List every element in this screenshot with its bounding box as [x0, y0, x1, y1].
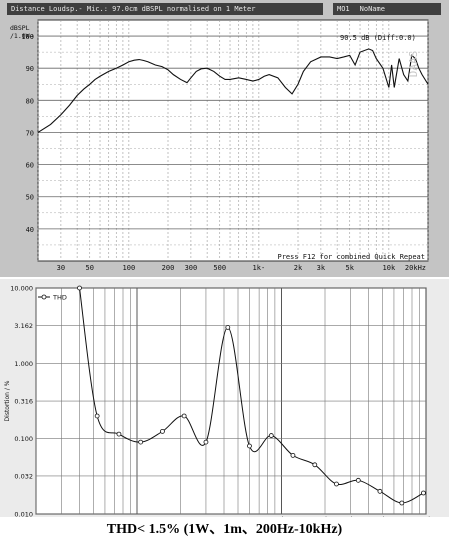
thd-data-point	[181, 413, 187, 419]
thd-data-point	[116, 431, 122, 437]
y-tick-label: 0.316	[14, 398, 33, 406]
x-tick-label: 200	[174, 516, 186, 518]
y-tick-label: 0.100	[14, 435, 33, 443]
y-tick-label: 0.010	[14, 511, 33, 518]
y-tick-label: 100	[21, 33, 34, 41]
caption: THD< 1.5% (1W、1m、200Hz-10kHz)	[106, 522, 343, 537]
window-title: Distance Loudsp.- Mic.: 97.0cm dBSPL nor…	[11, 5, 256, 13]
x-tick-label: 2k	[321, 516, 329, 518]
y-axis-label: Distortion / %	[4, 380, 11, 421]
x-tick-label: 50	[86, 264, 94, 272]
thd-data-point	[247, 443, 252, 449]
thd-chart: 10.000 3.162 1.000 0.316 0.100 0.032 0.01020 30…	[0, 279, 449, 517]
y-tick-label: 90	[26, 65, 34, 73]
file-name-label: NoName	[359, 5, 385, 13]
y-tick-label: 60	[26, 162, 34, 170]
y-tick-label: 3.162	[14, 322, 33, 330]
thd-data-point	[160, 428, 165, 434]
x-tick-label: 30	[57, 516, 65, 518]
plot-area	[37, 19, 429, 262]
x-tick-label: 50	[89, 516, 97, 518]
x-tick-label: 2k	[294, 264, 303, 272]
thd-data-point	[312, 462, 318, 468]
watermark-logo: DAAS	[407, 51, 420, 78]
legend-label: THD	[52, 294, 67, 302]
x-tick-label: 3k	[346, 516, 354, 518]
x-tick-label: 1k	[278, 516, 286, 518]
x-tick-label: 3k	[317, 264, 326, 272]
mo-label: MO1	[337, 5, 350, 13]
x-tick-label: 10k	[420, 516, 432, 518]
x-tick-label: 30	[57, 264, 65, 272]
window-title-bar: Distance Loudsp.- Mic.: 97.0cm dBSPL nor…	[7, 3, 323, 15]
x-tick-label: 200	[162, 264, 175, 272]
thd-data-point	[290, 452, 296, 458]
thd-data-point	[399, 500, 405, 506]
y-tick-label: 80	[26, 97, 34, 105]
x-tick-label: 500	[232, 516, 244, 518]
thd-data-point	[421, 490, 426, 496]
x-tick-label: 100	[131, 516, 143, 518]
x-tick-label: 500	[213, 264, 226, 272]
x-tick-label: 300	[185, 264, 198, 272]
y-tick-label: 50	[26, 194, 34, 202]
response-curve	[37, 48, 429, 133]
x-tick-label: 20	[32, 516, 40, 518]
legend-marker	[41, 294, 47, 300]
y-tick-label: 0.032	[14, 472, 33, 480]
thd-data-point	[94, 413, 100, 419]
x-tick-label: 300	[200, 516, 212, 518]
x-axis-unit: Hz	[431, 516, 440, 518]
x-tick-label: 20kHz	[405, 264, 426, 272]
thd-data-point	[77, 285, 82, 291]
y-tick-label: 40	[26, 226, 34, 234]
thd-data-point	[203, 439, 209, 445]
y-tick-label: 10.000	[10, 285, 33, 293]
y-tick-label: 70	[26, 129, 34, 137]
x-tick-label: 5k	[346, 264, 355, 272]
thd-data-point	[268, 433, 274, 438]
y-axis-label: dBSPL	[10, 24, 30, 32]
thd-data-point	[334, 481, 339, 487]
x-tick-label: 100	[123, 264, 136, 272]
y-tick-label: 1.000	[14, 360, 33, 368]
y-axis-label: /1.0W→	[10, 32, 34, 40]
level-annotation: 90.5 dB (Diff:0.0)	[340, 34, 416, 42]
thd-data-point	[225, 324, 231, 330]
x-tick-label: 5k	[379, 516, 387, 518]
thd-data-point	[377, 488, 383, 494]
frequency-response-chart: 100 90 80 70 60 50 40 30 50 100 200 300 500 1k- 2k 3k 5k…	[10, 19, 429, 272]
window-title-bar-right: MO1 NoName	[333, 3, 441, 15]
x-tick-label: 1k-	[253, 264, 266, 272]
x-tick-label: 10k	[383, 264, 396, 272]
footer-note: Press F12 for combined Quick Repeat	[277, 253, 425, 261]
thd-data-point	[138, 439, 144, 445]
thd-data-point	[355, 477, 361, 483]
